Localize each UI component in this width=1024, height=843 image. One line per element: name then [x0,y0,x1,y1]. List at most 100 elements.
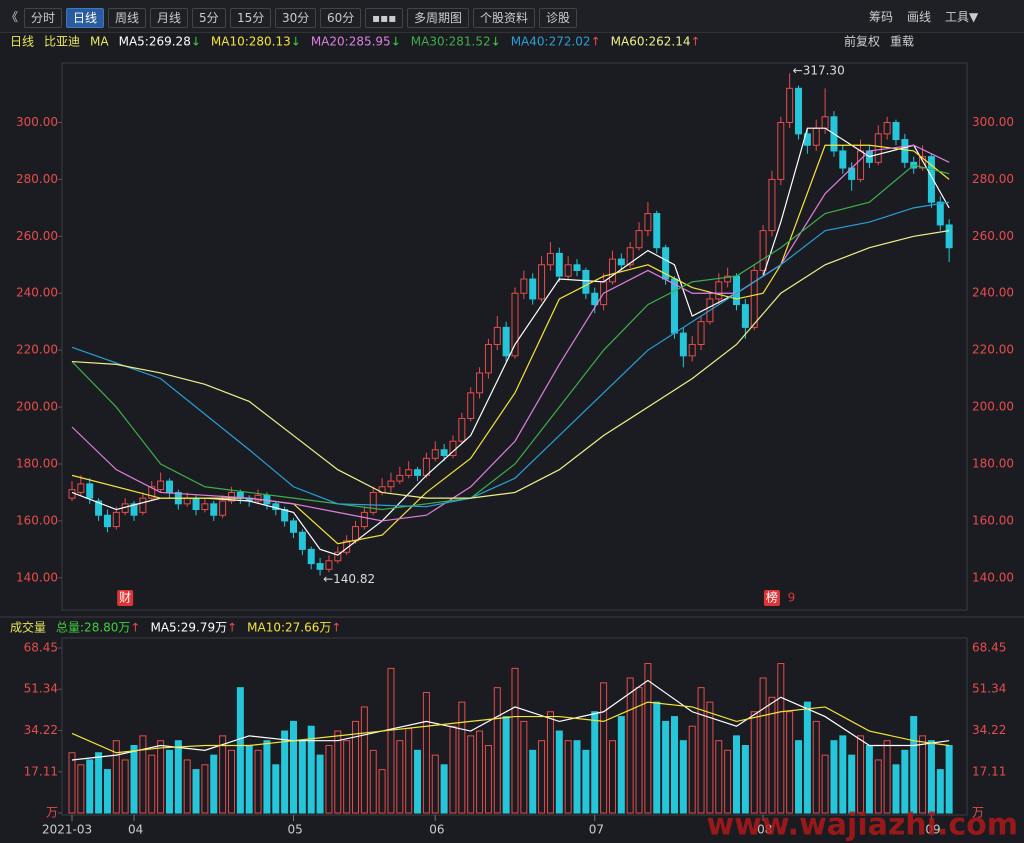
candle-body [546,252,554,266]
volume-bar [502,716,510,814]
candle-body [307,548,315,565]
x-tick-label: 2021-03 [42,823,92,837]
toolbar-button[interactable]: 5分 [192,8,226,28]
toolbar-button[interactable]: 《 [6,10,19,24]
legend-text: MA5:269.28 [119,35,191,49]
volume-bar [183,759,191,814]
toolbar-button[interactable]: 30分 [275,8,317,28]
candle-body [555,252,563,277]
legend-text: MA40:272.02 [511,35,591,49]
toolbar-button[interactable]: 画线 [907,10,932,24]
volume-bar [440,764,448,814]
toolbar-button[interactable]: 分时 [24,8,63,28]
ma-line [71,127,950,556]
volume-bar [733,735,740,814]
y-tick-label: 200.00 [972,400,1014,414]
price-frame [61,62,968,611]
volume-bar [414,749,422,814]
volume-bar [352,720,360,814]
volume-bar [174,740,182,814]
toolbar-button[interactable]: 日线 [66,8,105,28]
candle-body [334,551,342,562]
candle-body [786,87,794,123]
candle-body [653,213,661,249]
candle-body [165,480,173,493]
toolbar-button[interactable]: 15分 [230,8,272,28]
volume-bar [68,752,76,814]
volume-bar [617,716,625,814]
y-tick-label: 160.00 [16,513,58,527]
toolbar-button[interactable]: ▪▪▪ [365,8,404,28]
volume-bar [927,740,935,814]
y-tick-label: 240.00 [16,286,58,300]
volume-bar [715,740,723,814]
candle-body [679,332,687,357]
volume-bar [307,725,315,814]
y-tick-label: 280.00 [16,172,58,186]
toolbar-button[interactable]: 多周期图 [407,8,470,28]
volume-bar [901,749,909,814]
marker: 财 [119,591,131,605]
volume-bar [396,740,404,814]
volume-bar [812,720,820,814]
volume-bar [608,740,616,814]
y-tick-label: 260.00 [16,229,58,243]
volume-bar [670,716,678,814]
legend-arrow: ↑ [227,621,237,635]
volume-bar [919,735,927,814]
toolbar-button[interactable]: 周线 [108,8,147,28]
candle-body [626,247,634,266]
legend-arrow: ↑ [591,35,601,49]
toolbar-button[interactable]: 诊股 [539,8,578,28]
candle-body [901,139,909,163]
volume-bar [405,728,413,814]
candle-body [210,503,218,516]
volume-bar [148,754,156,814]
legend-arrow: ↓ [191,35,201,49]
candle-body [573,264,581,271]
volume-bar [750,711,758,814]
volume-bar [591,711,599,814]
volume-bar [795,740,803,814]
volume-bar [653,701,661,814]
y-tick-label: 240.00 [972,286,1014,300]
volume-bar [626,677,634,814]
x-tick-label: 06 [429,823,444,837]
toolbar: 《分时 日线 周线 月线 5分 15分 30分 60分 ▪▪▪ 多周期图 个股资料 诊股 工具▼ 画线 筹码 [0,0,1024,33]
candle-body [254,494,262,502]
volume-bar [511,667,519,814]
toolbar-button[interactable]: 工具▼ [945,10,979,24]
toolbar-button[interactable]: 个股资料 [473,8,536,28]
volume-bar [467,735,475,814]
volume-bar [484,745,492,814]
toolbar-button[interactable]: 月线 [150,8,189,28]
volume-bar [431,754,439,814]
candle-body [290,520,297,533]
ma-line [71,144,950,545]
candle-body [945,224,953,249]
candle-body [927,156,935,203]
toolbar-button[interactable]: 筹码 [869,10,894,24]
volume-bar [945,745,953,814]
volume-bar [254,749,262,814]
toolbar-button[interactable]: 60分 [320,8,362,28]
annotation: ←317.30 [793,64,845,78]
volume-bar [679,740,687,814]
candle-body [148,486,156,499]
volume-bar [564,740,572,814]
ma-line [71,164,950,511]
legend-text: 日线 [10,35,34,49]
marker: 榜 [766,590,778,605]
legend-arrow: ↓ [491,35,501,49]
volume-bar [520,720,528,814]
candle-body [219,500,227,516]
volume-bar [724,749,732,814]
candle-body [670,278,678,334]
candle-body [857,150,865,180]
x-tick-label: 07 [589,823,604,837]
candle-body [360,511,368,528]
candle-body [77,483,85,493]
watermark: www.wajiazhi.com [706,808,1018,843]
y-tick-label: 17.11 [972,764,1006,778]
candle-body [192,497,200,511]
